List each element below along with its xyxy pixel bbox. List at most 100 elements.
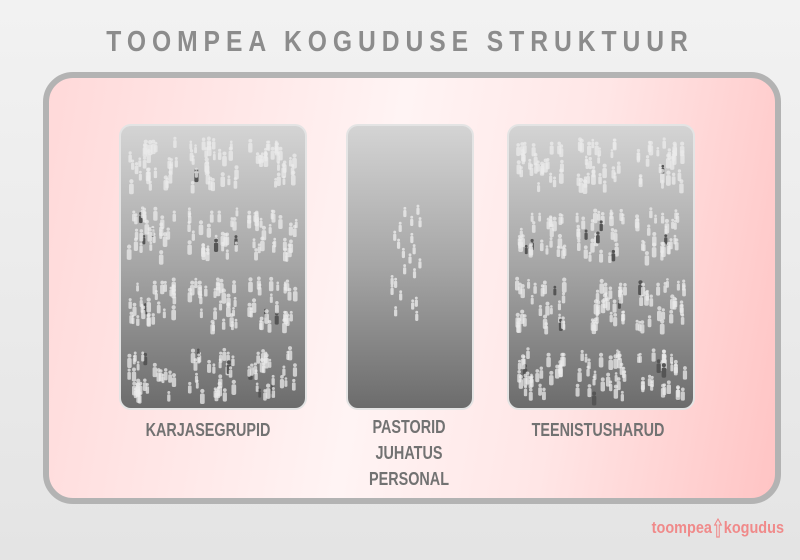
person-icon [549, 216, 553, 226]
person-icon [656, 359, 661, 373]
person-icon [187, 220, 191, 232]
person-icon [142, 207, 147, 220]
person-icon [141, 305, 146, 320]
person-icon [201, 243, 206, 258]
person-icon [618, 289, 624, 304]
label-pastorid-juhatus-personal: PASTORID JUHATUS PERSONAL [329, 414, 489, 492]
person-icon [578, 177, 584, 193]
person-icon [147, 227, 152, 242]
label-line: PASTORID [372, 417, 446, 437]
person-icon [634, 214, 640, 229]
person-icon [412, 268, 417, 279]
person-icon [679, 300, 684, 313]
person-icon [598, 352, 604, 368]
person-icon [647, 374, 652, 387]
panel-karjasegrupid [119, 124, 307, 410]
person-icon [616, 161, 621, 174]
person-icon [638, 352, 642, 363]
person-icon [235, 207, 239, 217]
person-icon [671, 218, 675, 229]
person-icon [263, 151, 269, 168]
person-icon [390, 274, 394, 286]
person-icon [138, 170, 142, 181]
person-icon [599, 249, 604, 263]
person-icon [663, 281, 667, 293]
person-icon [614, 242, 619, 257]
page-title: TOOMPEA KOGUDUSE STRUKTUUR [106, 26, 694, 58]
person-icon [151, 313, 156, 325]
person-icon [636, 148, 641, 161]
person-icon [139, 297, 143, 308]
person-icon [660, 241, 664, 254]
person-icon [558, 213, 563, 225]
person-icon [201, 137, 206, 151]
person-icon [220, 172, 226, 187]
label-line: TEENISTUSHARUD [531, 420, 665, 440]
person-icon [595, 289, 600, 302]
person-icon [676, 386, 680, 398]
person-icon [608, 355, 613, 371]
person-icon [665, 170, 671, 186]
person-icon [396, 238, 401, 249]
person-icon [614, 372, 618, 382]
person-icon [212, 151, 216, 161]
person-icon [597, 210, 601, 221]
person-icon [557, 233, 563, 249]
person-icon [169, 163, 173, 176]
person-icon [403, 206, 407, 218]
person-icon [536, 160, 540, 172]
person-icon [538, 212, 542, 222]
person-icon [141, 351, 145, 362]
person-icon [286, 350, 290, 360]
person-icon [171, 277, 176, 292]
person-icon [671, 172, 676, 185]
person-icon [225, 249, 229, 260]
person-icon [599, 278, 605, 294]
person-icon [228, 366, 233, 378]
person-icon [142, 156, 147, 169]
person-icon [514, 276, 520, 291]
person-icon [593, 370, 597, 380]
person-icon [212, 363, 216, 374]
person-icon [516, 143, 521, 156]
person-icon [394, 277, 398, 288]
person-icon [540, 284, 545, 297]
person-icon [673, 359, 678, 374]
person-icon [528, 158, 532, 170]
person-icon [171, 373, 177, 388]
person-icon [292, 363, 298, 377]
person-icon [541, 387, 546, 401]
person-icon [218, 374, 223, 389]
person-icon [613, 229, 618, 242]
person-icon [587, 384, 592, 398]
person-icon [525, 371, 530, 385]
person-icon [594, 141, 599, 156]
person-icon [647, 315, 652, 328]
person-icon [234, 318, 238, 329]
person-icon [276, 281, 280, 291]
person-icon [147, 139, 153, 156]
person-icon [549, 141, 554, 155]
person-icon [232, 217, 237, 231]
label-karjasegrupid: KARJASEGRUPID [128, 417, 288, 443]
person-icon [194, 277, 198, 289]
person-icon [160, 280, 165, 295]
person-icon [664, 218, 670, 234]
person-icon [231, 355, 235, 367]
person-icon [579, 138, 584, 153]
person-icon [206, 141, 212, 157]
person-icon [126, 244, 132, 260]
person-icon [647, 140, 652, 153]
person-icon [598, 172, 602, 185]
person-icon [172, 210, 177, 222]
person-icon [649, 207, 653, 219]
person-icon [610, 149, 614, 159]
person-icon [283, 310, 287, 322]
person-icon [127, 353, 132, 369]
person-icon [418, 217, 422, 228]
person-icon [659, 319, 665, 335]
person-icon [288, 156, 292, 167]
person-icon [418, 258, 422, 269]
person-icon [264, 353, 269, 369]
person-icon [557, 300, 562, 311]
